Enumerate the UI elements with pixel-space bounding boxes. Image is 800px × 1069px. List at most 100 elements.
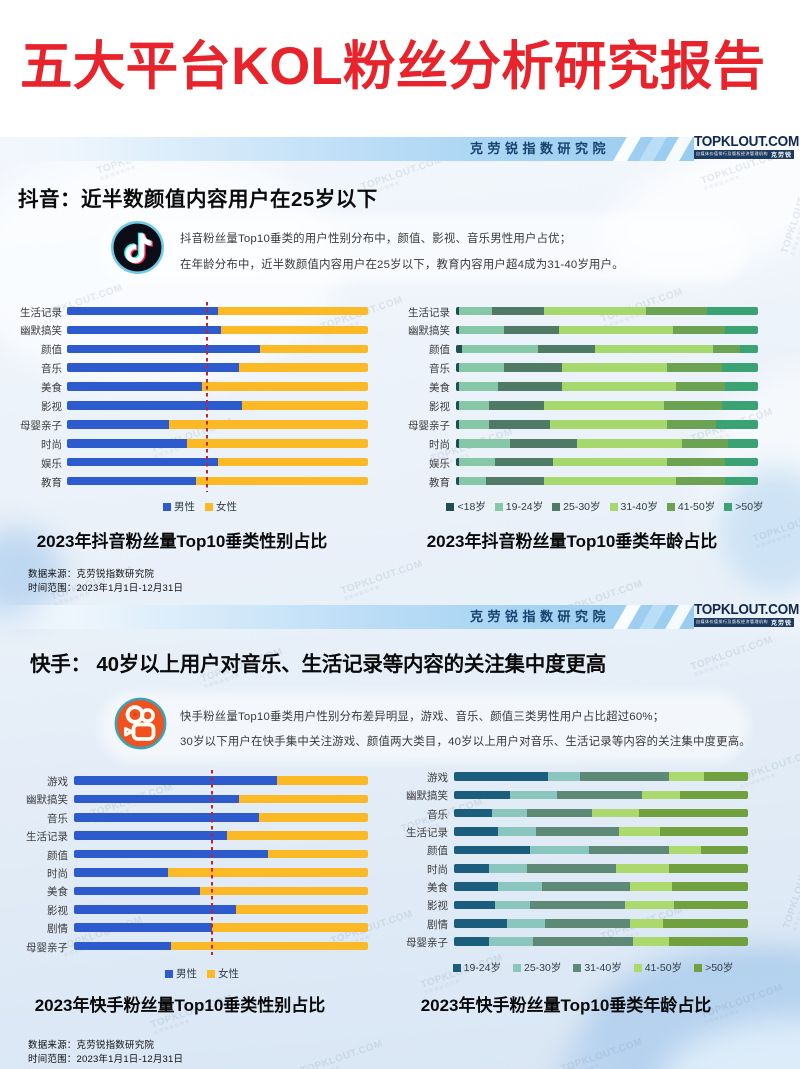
bar-segment-41-50岁: [712, 344, 740, 354]
legend-swatch: [207, 969, 215, 978]
bar-row: [454, 864, 748, 873]
bar-segment-31-40岁: [536, 827, 619, 836]
bar-row: [454, 808, 748, 818]
legend-swatch: [446, 502, 455, 511]
bar-row: [67, 382, 368, 391]
legend-label: 男性: [176, 968, 197, 980]
bar-segment-女性: [268, 849, 368, 859]
bar-segment-41-50岁: [642, 790, 681, 800]
bar-row: [74, 941, 368, 951]
category-label: 美食: [429, 382, 450, 395]
bar-segment-31-40岁: [530, 900, 625, 910]
bar-segment-男性: [74, 868, 169, 877]
category-label: 影视: [41, 401, 62, 413]
bar-segment->50岁: [724, 382, 758, 391]
bar-segment-19-24岁: [459, 363, 505, 372]
category-label: 时尚: [47, 868, 68, 880]
bar-segment-<18岁: [456, 401, 460, 410]
category-label: 时尚: [41, 438, 62, 451]
bar-segment-41-50岁: [630, 882, 672, 891]
watermark-line1: TOPKLOUT.COM: [559, 1036, 645, 1069]
douyin-section-heading: 抖音：近半数颜值内容用户在25岁以下: [18, 188, 378, 211]
bar-row: [74, 868, 368, 877]
legend-item: 女性: [207, 966, 239, 981]
bar-segment-41-50岁: [682, 439, 728, 448]
watermark-line1: TOPKLOUT.COM: [779, 170, 800, 256]
legend-label: 31-40岁: [620, 501, 658, 513]
legend-item: 男性: [163, 499, 195, 514]
bar-segment->50岁: [727, 439, 758, 448]
bar-segment-男性: [67, 439, 188, 448]
bar-segment-41-50岁: [646, 306, 707, 316]
topklout-logo-slogan: 自媒体价值排行及版权经济管理机构: [696, 151, 768, 157]
legend-label: 男性: [174, 501, 195, 513]
bar-segment-女性: [212, 923, 368, 932]
bar-segment-41-50岁: [618, 827, 660, 836]
bar-segment->50岁: [659, 827, 748, 836]
bar-segment-19-24岁: [454, 882, 499, 891]
bar-row: [454, 919, 748, 928]
bar-segment-女性: [259, 813, 368, 822]
bar-segment-女性: [238, 363, 368, 372]
topklout-logo: TOPKLOUT.COM 自媒体价值排行及版权经济管理机构 克劳锐: [694, 134, 799, 159]
bar-row: [67, 401, 368, 410]
bar-segment-31-40岁: [543, 476, 677, 486]
watermark-line2: 克劳锐版权所有: [792, 893, 800, 932]
watermark-line1: TOPKLOUT.COM: [339, 558, 425, 597]
bar-row: [456, 476, 758, 486]
bar-segment-31-40岁: [580, 772, 669, 781]
watermark-line1: TOPKLOUT.COM: [599, 286, 685, 325]
bar-segment-19-24岁: [459, 420, 490, 429]
bar-row: [67, 363, 368, 372]
bar-segment-19-24岁: [459, 382, 499, 391]
bar-segment-男性: [67, 382, 203, 391]
bar-segment-31-40岁: [558, 325, 674, 335]
category-label: 生活记录: [406, 827, 448, 840]
category-label: 娱乐: [429, 457, 450, 470]
bar-segment-41-50岁: [664, 401, 722, 410]
bar-segment-25-30岁: [492, 306, 544, 316]
topklout-logo: TOPKLOUT.COM 自媒体价值排行及版权经济管理机构 克劳锐: [694, 602, 799, 627]
category-label: 母婴亲子: [408, 419, 450, 432]
bar-segment-25-30岁: [498, 382, 562, 391]
bar-row: [454, 827, 748, 836]
bar-segment->50岁: [680, 790, 748, 800]
watermark-line2: 克劳锐版权所有: [563, 1047, 646, 1069]
bar-segment-31-40岁: [561, 363, 668, 372]
banner-douyin-section: 克劳锐指数研究院 TOPKLOUT.COM 自媒体价值排行及版权经济管理机构 克…: [0, 134, 800, 161]
bar-segment-男性: [74, 886, 201, 896]
legend-item: 31-40岁: [573, 960, 622, 975]
bar-row: [67, 420, 368, 429]
bar-segment-25-30岁: [495, 457, 553, 467]
bar-segment->50岁: [703, 772, 748, 781]
bar-segment-<18岁: [456, 306, 460, 316]
bar-segment-19-24岁: [454, 790, 510, 800]
watermark-line2: 克劳锐版权所有: [343, 584, 382, 602]
douyin-desc-line-1: 抖音粉丝量Top10垂类的用户性别分布中，颜值、影视、音乐男性用户占优；: [180, 233, 572, 245]
bar-segment-女性: [235, 905, 368, 914]
douyin-desc-line-2: 在年龄分布中，近半数颜值内容用户在25岁以下，教育内容用户超4成为31-40岁用…: [180, 259, 624, 271]
bar-segment->50岁: [706, 306, 758, 316]
kuaishou-source-line-2: 时间范围：2023年1月1日-12月31日: [28, 1054, 184, 1065]
bar-segment-25-30岁: [510, 439, 577, 448]
category-label: 游戏: [427, 772, 448, 784]
bar-segment-女性: [220, 325, 368, 335]
bar-segment-25-30岁: [498, 827, 537, 836]
kuaishou-age-caption: 2023年快手粉丝量Top10垂类年龄占比: [420, 996, 712, 1015]
legend-item: >50岁: [724, 499, 764, 514]
bar-segment-19-24岁: [462, 344, 538, 354]
legend-swatch: [552, 502, 561, 511]
kuaishou-source-line-1: 数据来源：克劳锐指数研究院: [28, 1040, 155, 1051]
category-label: 教育: [429, 476, 450, 489]
legend-item: 19-24岁: [452, 960, 501, 975]
bar-segment-19-24岁: [454, 864, 490, 873]
bar-segment-19-24岁: [454, 808, 493, 818]
chart-legend: 男性 女性: [130, 499, 270, 514]
bar-row: [67, 344, 368, 354]
bar-segment-25-30岁: [530, 845, 590, 855]
bar-segment->50岁: [739, 344, 758, 354]
bar-row: [74, 849, 368, 859]
